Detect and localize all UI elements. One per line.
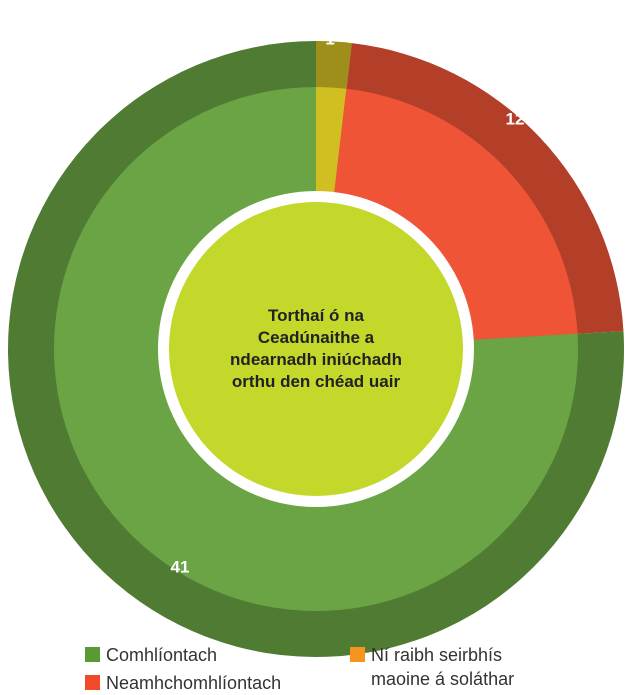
legend-item: Neamhchomhlíontach	[85, 671, 345, 695]
legend-label: Comhlíontach	[106, 645, 218, 665]
legend-label: Neamhchomhlíontach	[106, 673, 282, 693]
chart-title: Torthaí ó na Ceadúnaithe a ndearnadh ini…	[230, 305, 402, 392]
value-label: 41	[171, 557, 190, 576]
value-label: 12	[506, 109, 525, 128]
legend-item: Comhlíontach	[85, 643, 345, 667]
legend-item: Ní raibh seirbhís maoine á soláthar	[350, 643, 520, 691]
legend-swatch	[350, 647, 365, 662]
legend-swatch	[85, 675, 100, 690]
center-disc	[169, 202, 463, 496]
legend-swatch	[85, 647, 100, 662]
legend-label: Ní raibh seirbhís maoine á soláthar	[371, 645, 515, 689]
value-label: 1	[325, 29, 334, 48]
